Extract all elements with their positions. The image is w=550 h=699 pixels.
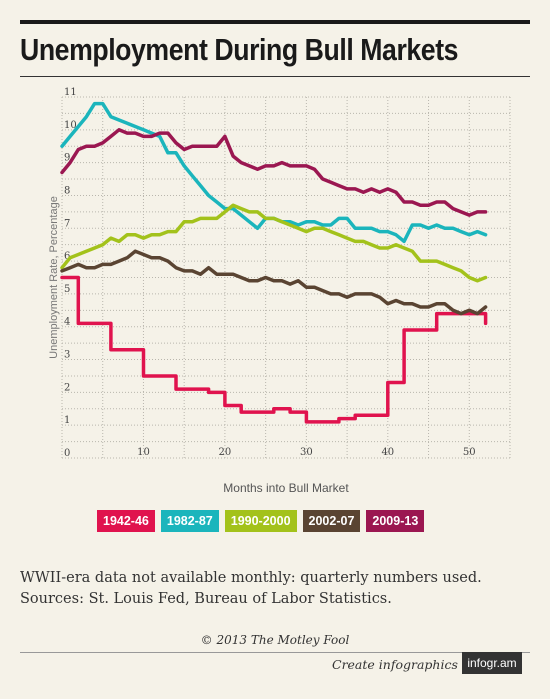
infogram-brand-badge[interactable]: infogr.am: [462, 652, 522, 674]
x-tick-label: 20: [219, 447, 232, 458]
legend-item-1982-87: 1982-87: [160, 510, 219, 532]
legend-item-2009-13: 2009-13: [366, 510, 425, 532]
y-tick-label: 8: [64, 185, 70, 196]
y-tick-label: 5: [64, 284, 70, 295]
y-tick-label: 2: [64, 382, 70, 393]
y-tick-label: 4: [64, 317, 70, 328]
x-tick-label: 50: [463, 447, 476, 458]
note-line-2: Sources: St. Louis Fed, Bureau of Labor …: [20, 591, 392, 607]
y-tick-label: 7: [64, 218, 70, 229]
series-line-2009-13: [60, 128, 488, 217]
y-tick-label: 6: [64, 251, 70, 262]
y-tick-label: 0: [64, 448, 70, 459]
copyright: © 2013 The Motley Fool: [200, 633, 350, 647]
legend-item-1990-2000: 1990-2000: [224, 510, 297, 532]
top-bar: [20, 20, 530, 24]
x-tick-label: 40: [381, 447, 394, 458]
footer-divider: [20, 652, 530, 653]
y-tick-label: 11: [64, 87, 77, 98]
legend-item-2002-07: 2002-07: [302, 510, 361, 532]
series-line-1990-2000: [60, 203, 488, 283]
x-tick-label: 10: [137, 447, 150, 458]
series-line-2002-07: [60, 249, 488, 316]
y-tick-label: 1: [64, 415, 70, 426]
x-tick-label: 30: [300, 447, 313, 458]
title-divider: [20, 76, 530, 77]
note-line-1: WWII-era data not available monthly: qua…: [20, 570, 482, 586]
x-axis-label: Months into Bull Market: [223, 481, 349, 495]
series-line-1942-46: [60, 275, 488, 424]
chart-legend: 1942-46 1982-87 1990-2000 2002-07 2009-13: [97, 510, 425, 532]
y-axis-label: Unemployment Rate, Percentage: [48, 196, 60, 359]
create-infographics-link[interactable]: Create infographics: [332, 657, 458, 672]
line-chart: 0 1 2 3 4 5 6 7 8 9 10 11 10 20 30 40 50 Months into Bull…: [48, 87, 511, 495]
y-tick-label: 10: [64, 120, 77, 131]
y-tick-label: 9: [64, 153, 70, 164]
legend-item-1942-46: 1942-46: [97, 510, 155, 532]
y-tick-label: 3: [64, 350, 70, 361]
chart-note: WWII-era data not available monthly: qua…: [20, 568, 530, 610]
page-title: Unemployment During Bull Markets: [20, 32, 459, 67]
series-line-1982-87: [60, 101, 488, 244]
